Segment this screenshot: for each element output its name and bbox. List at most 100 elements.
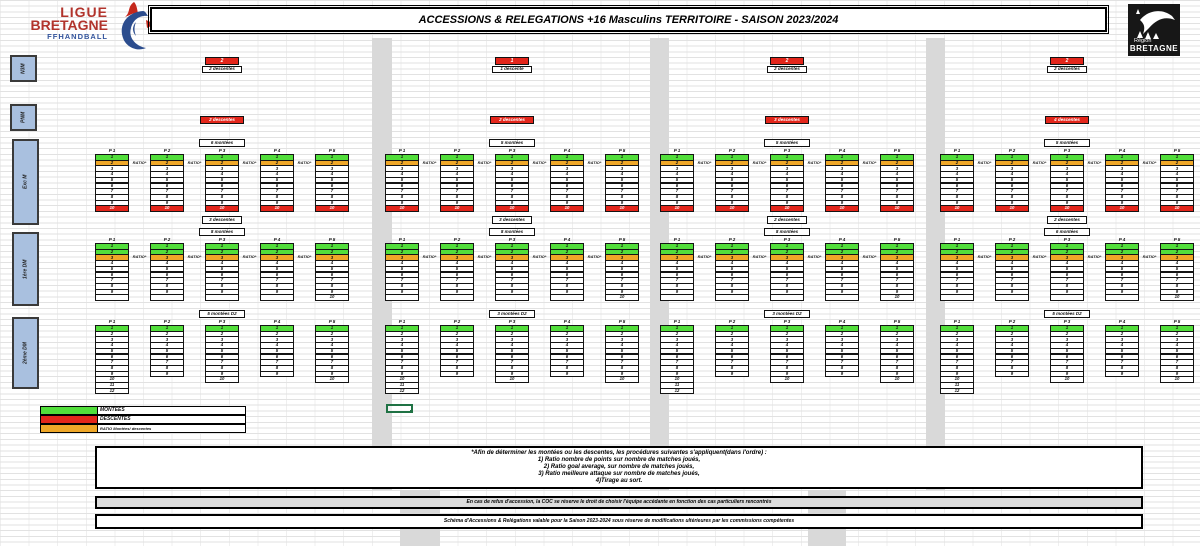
montees-box[interactable]: 8 montées: [199, 228, 245, 236]
montees-box[interactable]: 5 montées: [489, 139, 535, 147]
pool-row-cell[interactable]: 9: [825, 370, 859, 378]
pool-row-cell[interactable]: 10: [1160, 376, 1194, 383]
descentes-box[interactable]: 3 descentes: [202, 216, 242, 224]
pool-header[interactable]: P 1: [953, 236, 961, 242]
montees-box[interactable]: 5 montées: [764, 139, 810, 147]
pool-header[interactable]: P 5: [893, 236, 901, 242]
pool-header[interactable]: P 4: [1118, 147, 1126, 153]
pool-row-cell[interactable]: [95, 294, 129, 301]
pool-header[interactable]: P 1: [398, 147, 406, 153]
n3m-note-cell[interactable]: 2 descentes: [202, 65, 242, 73]
pool-header[interactable]: P 1: [108, 236, 116, 242]
pool-header[interactable]: P 3: [508, 147, 516, 153]
pnm-descentes-cell[interactable]: 3 descentes: [765, 116, 809, 124]
pool-row-cell[interactable]: 10: [205, 205, 239, 212]
pool-row-cell[interactable]: 12: [660, 387, 694, 395]
pool-row-cell[interactable]: [440, 294, 474, 301]
pool-header[interactable]: P 1: [398, 236, 406, 242]
pool-header[interactable]: P 5: [618, 236, 626, 242]
pool-header[interactable]: P 1: [673, 147, 681, 153]
pool-header[interactable]: P 3: [218, 318, 226, 324]
pool-header[interactable]: P 3: [783, 147, 791, 153]
pool-header[interactable]: P 5: [328, 147, 336, 153]
pool-row-cell[interactable]: 9: [550, 370, 584, 378]
n3m-note-cell[interactable]: 1 descente: [492, 65, 532, 73]
pool-row-cell[interactable]: 10: [1105, 205, 1139, 212]
pool-row-cell[interactable]: 12: [940, 387, 974, 395]
pool-header[interactable]: P 5: [1173, 147, 1181, 153]
pool-header[interactable]: P 4: [273, 147, 281, 153]
pool-header[interactable]: P 4: [838, 236, 846, 242]
pool-row-cell[interactable]: [550, 294, 584, 301]
pool-header[interactable]: P 5: [893, 147, 901, 153]
pool-row-cell[interactable]: 10: [660, 205, 694, 212]
pool-row-cell[interactable]: [205, 294, 239, 301]
pool-row-cell[interactable]: [260, 294, 294, 301]
pool-header[interactable]: P 5: [893, 318, 901, 324]
pool-header[interactable]: P 5: [618, 318, 626, 324]
pool-header[interactable]: P 2: [728, 147, 736, 153]
descentes-box[interactable]: 2 descentes: [1047, 216, 1087, 224]
pool-row-cell[interactable]: 9: [715, 370, 749, 378]
pool-header[interactable]: P 4: [563, 318, 571, 324]
pool-row-cell[interactable]: 10: [550, 205, 584, 212]
pool-header[interactable]: P 5: [328, 318, 336, 324]
pool-row-cell[interactable]: [660, 294, 694, 301]
descentes-box[interactable]: 2 descentes: [767, 216, 807, 224]
pool-row-cell[interactable]: [1050, 294, 1084, 301]
pool-row-cell[interactable]: 10: [605, 376, 639, 383]
pool-header[interactable]: P 3: [1063, 236, 1071, 242]
pool-row-cell[interactable]: 9: [150, 370, 184, 378]
pool-row-cell[interactable]: 10: [770, 376, 804, 383]
pool-row-cell[interactable]: [995, 294, 1029, 301]
pool-row-cell[interactable]: [385, 294, 419, 301]
pool-header[interactable]: P 3: [218, 147, 226, 153]
pool-header[interactable]: P 2: [163, 318, 171, 324]
pool-row-cell[interactable]: 10: [880, 205, 914, 212]
pool-header[interactable]: P 3: [1063, 318, 1071, 324]
pool-header[interactable]: P 2: [453, 236, 461, 242]
pool-row-cell[interactable]: 10: [605, 294, 639, 301]
active-cell[interactable]: [386, 404, 413, 413]
n3m-count-cell[interactable]: 2: [770, 57, 804, 65]
pool-row-cell[interactable]: [770, 294, 804, 301]
montees-box[interactable]: 5 montées: [1044, 139, 1090, 147]
pool-row-cell[interactable]: 10: [385, 205, 419, 212]
pool-row-cell[interactable]: 9: [440, 370, 474, 378]
pool-row-cell[interactable]: 10: [315, 205, 349, 212]
pool-row-cell[interactable]: [495, 294, 529, 301]
pool-header[interactable]: P 1: [953, 147, 961, 153]
pool-header[interactable]: P 4: [273, 236, 281, 242]
pnm-descentes-cell[interactable]: 2 descentes: [490, 116, 534, 124]
pool-row-cell[interactable]: 10: [940, 205, 974, 212]
pool-row-cell[interactable]: 12: [95, 387, 129, 395]
pool-header[interactable]: P 4: [838, 147, 846, 153]
pool-row-cell[interactable]: 10: [995, 205, 1029, 212]
pool-header[interactable]: P 3: [508, 318, 516, 324]
pool-row-cell[interactable]: 10: [495, 376, 529, 383]
montees-box[interactable]: 8 montées: [489, 228, 535, 236]
pool-header[interactable]: P 5: [1173, 318, 1181, 324]
n3m-count-cell[interactable]: 2: [205, 57, 239, 65]
pool-row-cell[interactable]: 10: [715, 205, 749, 212]
pool-row-cell[interactable]: 10: [205, 376, 239, 383]
pool-header[interactable]: P 4: [273, 318, 281, 324]
pool-header[interactable]: P 5: [1173, 236, 1181, 242]
pool-header[interactable]: P 1: [108, 318, 116, 324]
montees-box[interactable]: 6 montées: [199, 139, 245, 147]
pool-row-cell[interactable]: 10: [1160, 294, 1194, 301]
pool-row-cell[interactable]: [715, 294, 749, 301]
pool-header[interactable]: P 1: [953, 318, 961, 324]
descentes-box[interactable]: 3 descentes: [492, 216, 532, 224]
pool-header[interactable]: P 2: [1008, 236, 1016, 242]
pool-row-cell[interactable]: [1105, 294, 1139, 301]
montees-box[interactable]: 5 montées D2: [1044, 310, 1090, 318]
pool-row-cell[interactable]: 9: [260, 370, 294, 378]
montees-box[interactable]: 5 montées D2: [199, 310, 245, 318]
pool-header[interactable]: P 2: [728, 236, 736, 242]
pool-header[interactable]: P 3: [783, 318, 791, 324]
n3m-note-cell[interactable]: 2 descentes: [1047, 65, 1087, 73]
pool-header[interactable]: P 3: [218, 236, 226, 242]
pool-row-cell[interactable]: 10: [315, 376, 349, 383]
pool-header[interactable]: P 3: [783, 236, 791, 242]
